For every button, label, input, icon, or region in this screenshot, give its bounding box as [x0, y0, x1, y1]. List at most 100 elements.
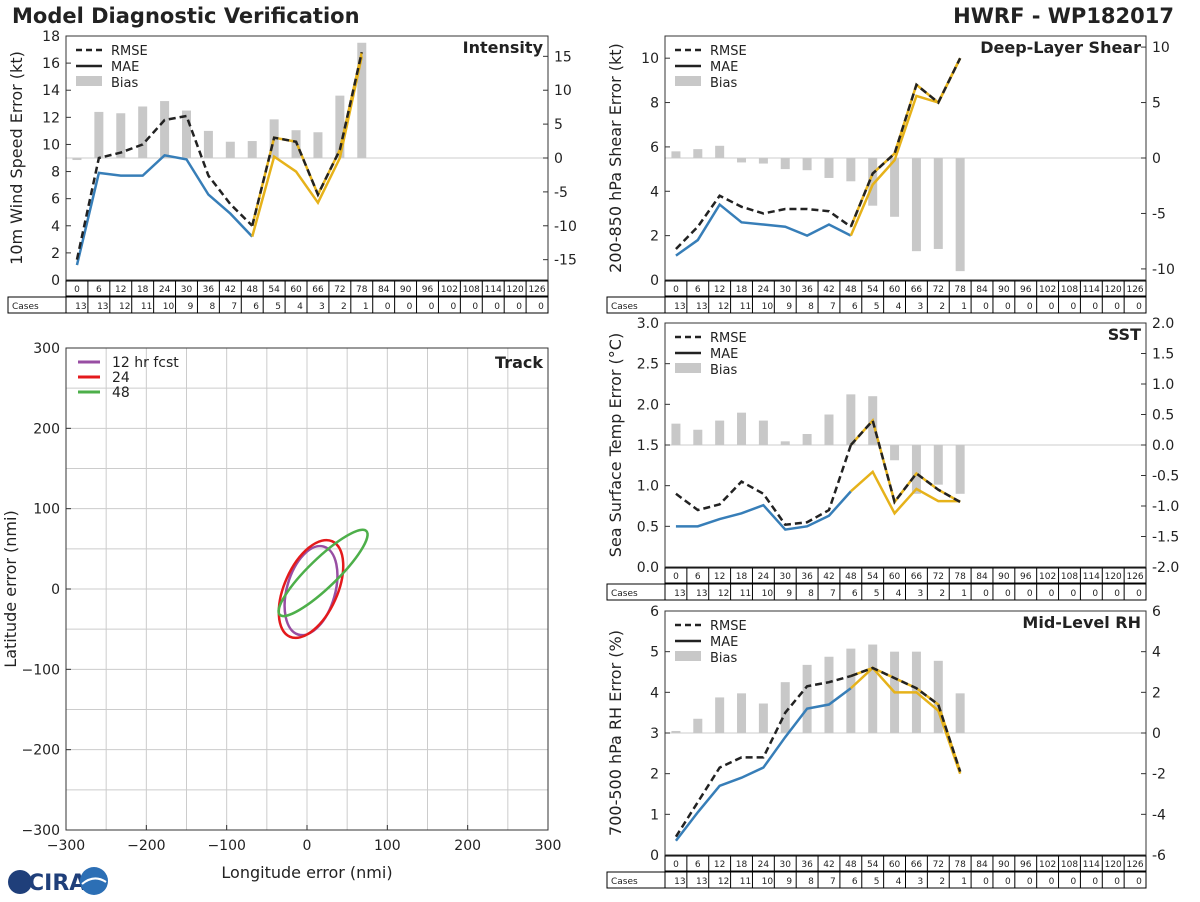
hour-label: 120 [1105, 860, 1122, 870]
case-count: 4 [896, 589, 902, 599]
hour-label: 0 [673, 860, 679, 870]
hour-label: 54 [867, 285, 879, 295]
hour-label: 60 [889, 285, 901, 295]
bias-bar [313, 132, 323, 158]
x-axis-label: Longitude error (nmi) [221, 863, 392, 882]
case-count: 8 [808, 589, 814, 599]
legend-rmse-label: RMSE [710, 331, 747, 346]
case-count: 11 [740, 589, 751, 599]
y-axis-label: 200-850 hPa Shear Error (kt) [606, 43, 625, 273]
rmse-line-late [251, 51, 363, 227]
y-tick-label: 18 [42, 29, 60, 45]
mae-line-late [251, 56, 363, 237]
hour-label: 120 [1105, 285, 1122, 295]
y-tick-label: 0.0 [637, 560, 659, 576]
y2-tick-label: -10 [554, 219, 577, 235]
cases-row [606, 583, 1147, 601]
hour-label: 126 [528, 285, 545, 295]
hour-label: 96 [1020, 285, 1032, 295]
y-tick-label: 3.0 [637, 316, 659, 332]
hour-label: 30 [780, 860, 792, 870]
case-count: 13 [696, 589, 707, 599]
hour-label: 78 [954, 860, 966, 870]
case-count: 0 [1005, 589, 1011, 599]
bias-bar [116, 113, 126, 158]
case-count: 0 [1027, 302, 1033, 312]
case-count: 0 [1049, 589, 1055, 599]
case-count: 13 [97, 302, 108, 312]
cases-label: Cases [12, 302, 39, 312]
case-count: 9 [786, 302, 792, 312]
bias-bar [824, 158, 834, 178]
bias-bar [802, 434, 812, 445]
hour-label: 96 [1020, 860, 1032, 870]
case-count: 2 [939, 589, 945, 599]
bias-bar [758, 158, 768, 164]
bias-bar [737, 412, 747, 445]
case-count: 0 [1136, 877, 1142, 887]
case-count: 0 [1136, 589, 1142, 599]
hour-label: 78 [954, 285, 966, 295]
y-tick-label: 1.5 [637, 438, 659, 454]
chart-sst: 0.0 0.5 1.0 1.5 2.0 2.5 3.0 -2.0 -1.5 -1.0 -0.5 0.0… [606, 316, 1179, 601]
hour-label: 108 [1061, 860, 1078, 870]
y-tick-label: 10 [641, 51, 659, 67]
chart-title: Intensity [463, 38, 544, 57]
hour-label: 114 [1083, 860, 1100, 870]
y-tick-label: 5 [650, 645, 659, 661]
case-count: 1 [961, 877, 967, 887]
y2-tick-label: 0 [1152, 726, 1161, 742]
case-count: 0 [1027, 877, 1033, 887]
bias-bar [955, 693, 965, 733]
hour-label: 72 [933, 572, 944, 582]
hour-label: 84 [976, 860, 988, 870]
y-axis-label: 700-500 hPa RH Error (%) [606, 630, 625, 836]
y2-tick-label: 0 [1152, 151, 1161, 167]
y2-tick-label: 1.0 [1152, 377, 1174, 393]
legend-bias-swatch [76, 76, 102, 86]
hour-label: 12 [714, 860, 725, 870]
legend-mae-label: MAE [710, 635, 738, 650]
hour-label: 30 [780, 285, 792, 295]
y-tick-label: 1.0 [637, 479, 659, 495]
y-tick-label: 6 [51, 192, 60, 208]
case-count: 0 [494, 302, 500, 312]
case-count: 0 [1049, 302, 1055, 312]
case-count: 9 [786, 589, 792, 599]
y-tick-label: 3 [650, 726, 659, 742]
hour-label: 66 [312, 285, 324, 295]
case-count: 6 [253, 302, 259, 312]
case-count: 0 [407, 302, 413, 312]
rmse-line-late [849, 57, 962, 228]
case-count: 0 [1114, 877, 1120, 887]
case-count: 5 [874, 589, 880, 599]
x-tick-label: 100 [374, 838, 401, 854]
case-count: 11 [740, 877, 751, 887]
hour-label: 42 [823, 860, 834, 870]
hour-label: 12 [714, 285, 725, 295]
bias-bar [911, 445, 921, 494]
case-count: 2 [939, 877, 945, 887]
case-count: 0 [1005, 302, 1011, 312]
hour-label: 72 [334, 285, 345, 295]
legend-bias-label: Bias [710, 651, 737, 666]
mae-line [75, 153, 254, 266]
y2-tick-label: 2 [1152, 685, 1161, 701]
case-count: 11 [740, 302, 751, 312]
hour-label: 102 [441, 285, 458, 295]
y-tick-label: 4 [650, 685, 659, 701]
case-count: 3 [918, 877, 924, 887]
bias-bar [780, 158, 790, 170]
case-count: 7 [231, 302, 237, 312]
case-count: 1 [363, 302, 369, 312]
bias-bar [780, 682, 790, 733]
case-count: 0 [1071, 589, 1077, 599]
hour-label: 102 [1039, 285, 1056, 295]
hour-label: 24 [758, 572, 770, 582]
case-count: 0 [1092, 589, 1098, 599]
legend-mae-label: MAE [111, 60, 139, 75]
y-tick-label: 12 [42, 110, 60, 126]
chart-title: Mid-Level RH [1022, 613, 1141, 632]
y-tick-label: 1 [650, 807, 659, 823]
